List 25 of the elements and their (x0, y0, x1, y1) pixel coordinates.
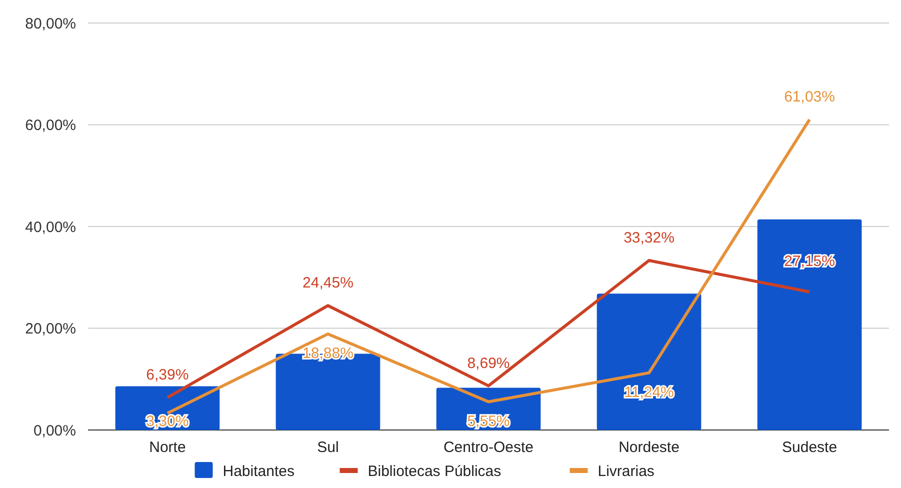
data-label: 24,45% (302, 274, 354, 292)
bar (596, 294, 702, 430)
legend-label: Bibliotecas Públicas (368, 463, 502, 480)
y-tick-label: 0,00% (33, 422, 76, 440)
x-tick-label: Sul (317, 439, 339, 456)
data-label: 33,32% (624, 229, 674, 246)
data-label: 11,24% (624, 384, 674, 401)
data-label: 8,69% (467, 354, 510, 372)
data-label: 6,39% (146, 366, 189, 384)
legend-label: Livrarias (598, 463, 654, 480)
y-tick-label: 20,00% (25, 320, 76, 338)
legend-label: Habitantes (222, 463, 294, 480)
y-tick-label: 80,00% (25, 15, 76, 32)
x-tick-label: Sudeste (782, 439, 838, 456)
data-label: 5,55% (467, 412, 510, 430)
data-label: 18,88% (302, 344, 354, 362)
data-label: 27,15% (784, 252, 835, 270)
y-tick-label: 60,00% (25, 117, 76, 134)
data-label: 61,03% (784, 88, 835, 106)
x-tick-label: Norte (149, 439, 186, 456)
data-label: 3,30% (146, 413, 189, 430)
bar (757, 219, 862, 430)
y-tick-label: 40,00% (25, 218, 76, 236)
x-tick-label: Centro-Oeste (443, 439, 534, 456)
x-tick-label: Nordeste (618, 439, 680, 456)
